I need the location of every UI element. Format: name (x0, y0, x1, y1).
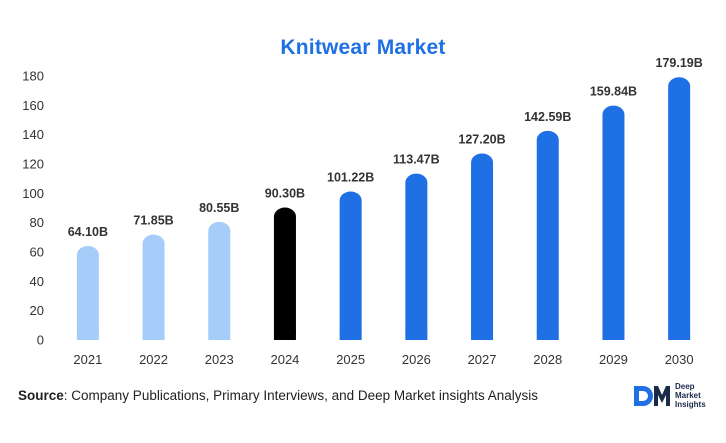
logo-word-2: Market (675, 391, 701, 400)
y-tick-label: 60 (30, 245, 44, 260)
bar-base-2021 (76, 330, 99, 340)
data-label: 142.59B (524, 110, 571, 124)
data-label: 80.55B (199, 201, 239, 215)
x-tick-label: 2021 (73, 352, 102, 367)
logo-word-3: Insights (675, 400, 706, 409)
y-tick-label: 160 (22, 98, 44, 113)
y-tick-label: 180 (22, 69, 44, 84)
x-tick-label: 2029 (599, 352, 628, 367)
data-label: 64.10B (68, 225, 108, 239)
bar-2026 (405, 173, 428, 340)
bar-2029 (602, 105, 625, 341)
bar-2030 (668, 77, 691, 341)
bars: 64.10B 71.85B 80.55B 90.30B 101.22B 113.47B 12… (68, 56, 703, 341)
bar-2022 (142, 234, 165, 340)
bar-chart: 0 20 40 60 80 100 120 140 160 180 64.10B 71.85B 80.… (22, 56, 703, 367)
y-tick-label: 40 (30, 274, 44, 289)
x-tick-label: 2030 (665, 352, 694, 367)
x-tick-label: 2022 (139, 352, 168, 367)
data-label: 159.84B (590, 85, 637, 99)
bar-base-2028 (536, 330, 559, 340)
x-axis: 2021 2022 2023 2024 2025 2026 2027 2028 2029 2030 (73, 352, 693, 367)
y-tick-label: 100 (22, 186, 44, 201)
bar-base-2023 (208, 330, 231, 340)
bar-2021 (76, 245, 99, 340)
logo-text: Deep Market Insights (675, 382, 706, 409)
bar-base-2027 (471, 330, 494, 340)
source-label: Source (18, 388, 64, 403)
bar-2027 (471, 153, 494, 340)
data-label: 101.22B (327, 171, 374, 185)
data-label: 127.20B (458, 132, 505, 146)
logo-mark (634, 386, 670, 406)
data-label: 113.47B (393, 153, 440, 167)
bar-base-2024 (273, 330, 296, 340)
x-tick-label: 2026 (402, 352, 431, 367)
bar-base-2030 (668, 330, 691, 340)
bar-2025 (339, 191, 362, 340)
x-tick-label: 2023 (205, 352, 234, 367)
x-tick-label: 2027 (468, 352, 497, 367)
y-axis: 0 20 40 60 80 100 120 140 160 180 (22, 69, 44, 348)
y-tick-label: 20 (30, 303, 44, 318)
source-text: : Company Publications, Primary Intervie… (63, 388, 538, 403)
y-tick-label: 140 (22, 127, 44, 142)
bar-base-2029 (602, 330, 625, 340)
chart-title: Knitwear Market (280, 36, 446, 59)
x-tick-label: 2028 (533, 352, 562, 367)
y-tick-label: 120 (22, 157, 44, 172)
bar-base-2026 (405, 330, 428, 340)
data-label: 90.30B (265, 187, 305, 201)
x-tick-label: 2025 (336, 352, 365, 367)
bar-2028 (536, 130, 559, 340)
logo-word-1: Deep (675, 382, 695, 391)
bar-base-2025 (339, 330, 362, 340)
data-label: 179.19B (656, 56, 703, 70)
data-label: 71.85B (133, 214, 173, 228)
source-note: Source: Company Publications, Primary In… (18, 388, 538, 403)
bar-2023 (208, 221, 231, 340)
company-logo: Deep Market Insights (634, 382, 724, 412)
bar-2024 (273, 207, 296, 340)
y-tick-label: 0 (37, 333, 44, 348)
bar-base-2022 (142, 330, 165, 340)
x-tick-label: 2024 (270, 352, 299, 367)
y-tick-label: 80 (30, 215, 44, 230)
